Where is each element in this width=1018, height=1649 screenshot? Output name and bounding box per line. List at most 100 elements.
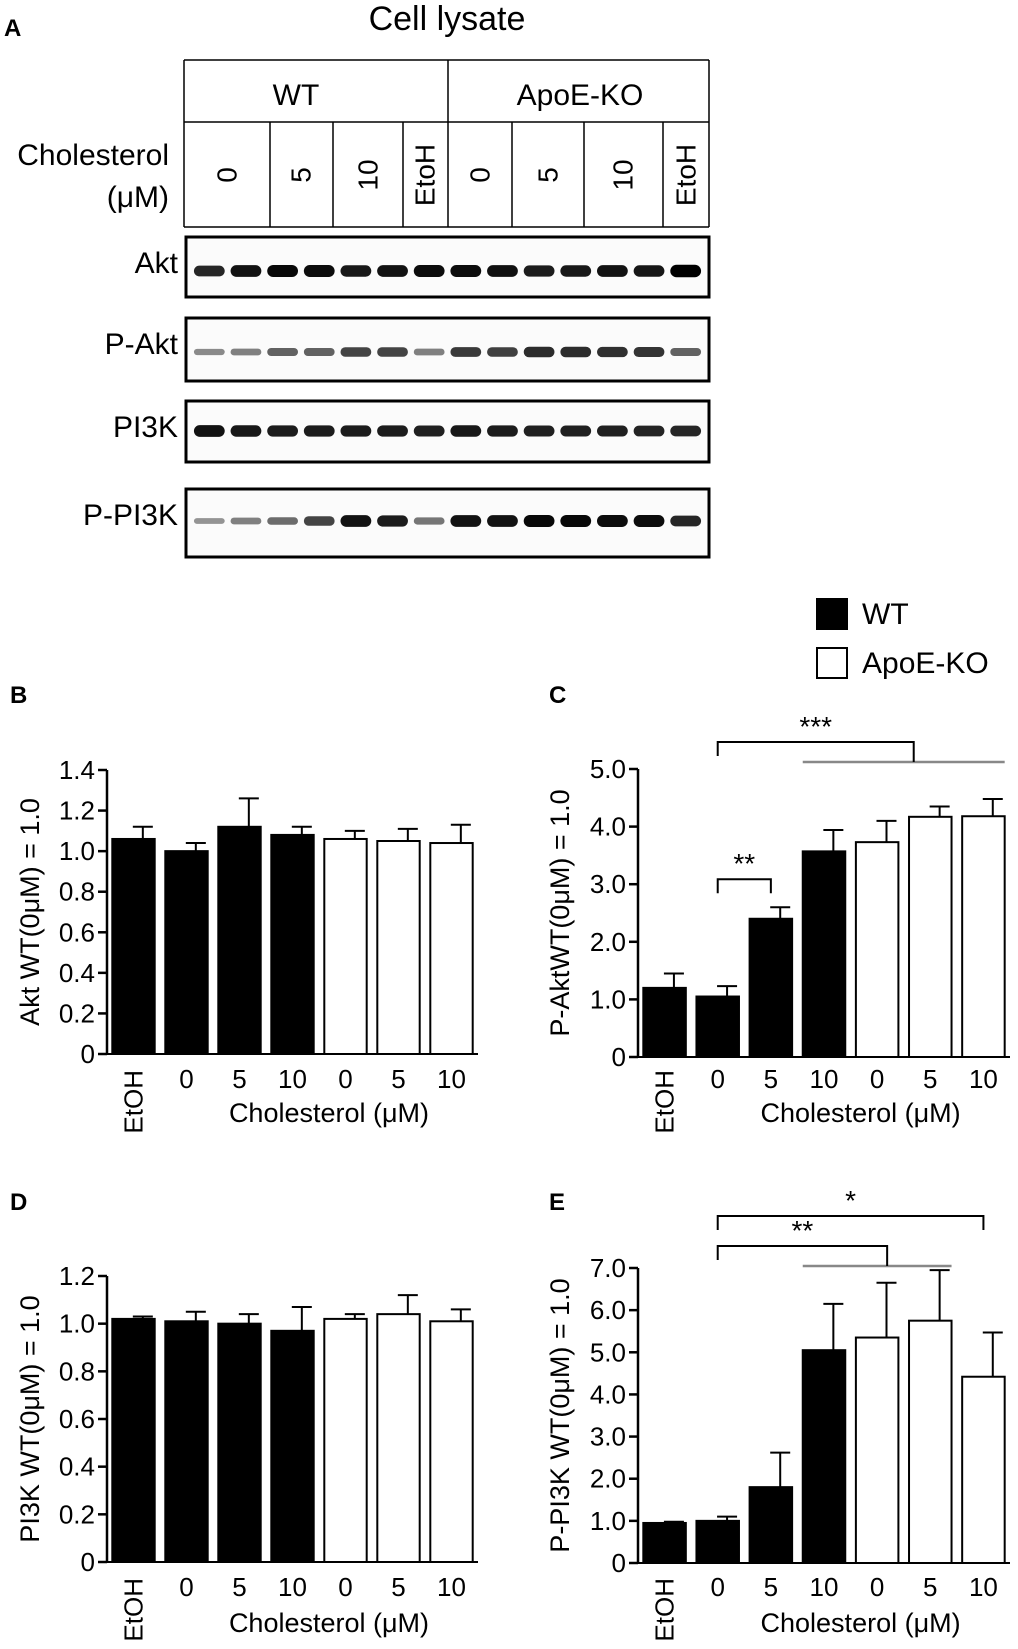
group-label-apoe-ko: ApoE-KO: [517, 79, 644, 112]
blot-band: [303, 347, 335, 357]
bar: [854, 1336, 900, 1565]
x-tick-label: EtOH: [650, 1578, 680, 1642]
blot-band: [670, 515, 702, 527]
blot-band: [267, 517, 298, 525]
x-tick-label: 5: [923, 1064, 937, 1094]
bar: [323, 1317, 368, 1564]
x-tick-label: 10: [810, 1064, 839, 1094]
blot-band: [560, 346, 592, 358]
blot-band: [377, 265, 408, 277]
blot-band: [560, 425, 592, 437]
panel-a-letter: A: [4, 15, 21, 42]
y-tick-label: 1.2: [59, 1261, 95, 1291]
bar: [323, 837, 368, 1055]
y-tick-label: 1.2: [59, 796, 95, 826]
x-tick-label: 5: [232, 1572, 246, 1602]
blot-label: P-Akt: [105, 328, 179, 361]
bar: [429, 1320, 474, 1563]
bar: [164, 850, 209, 1056]
y-tick-label: 6.0: [590, 1295, 626, 1325]
y-tick-label: 0.4: [59, 958, 95, 988]
y-axis-label: PI3K WT(0μM) = 1.0: [15, 1295, 45, 1542]
condition-labels: 0 5 10 EtoH 0 5 10 EtoH: [212, 144, 702, 206]
x-tick-label: 5: [232, 1064, 246, 1094]
blot-band: [230, 348, 262, 356]
blot-band: [340, 347, 372, 357]
x-tick-label: 10: [810, 1572, 839, 1602]
bar: [217, 825, 262, 1055]
x-tick-label: 10: [437, 1064, 466, 1094]
blot-band: [193, 265, 225, 277]
blot-band: [523, 514, 555, 528]
blot-band: [670, 425, 702, 437]
x-axis-label: Cholesterol (μM): [761, 1098, 961, 1128]
y-tick-label: 1.0: [590, 984, 626, 1014]
blot-band: [633, 515, 665, 527]
condition-label: 5: [533, 167, 564, 183]
y-axis-label: Akt WT(0μM) = 1.0: [15, 798, 45, 1026]
panel-a: A Cell lysate WT ApoE-KO Cholesterol (μM…: [4, 0, 711, 559]
blot-band: [267, 347, 298, 357]
x-axis-label: Cholesterol (μM): [229, 1098, 429, 1128]
legend-label-wt: WT: [862, 598, 909, 631]
blot-band: [303, 425, 335, 437]
bar: [642, 1521, 687, 1564]
blot-band: [523, 346, 555, 358]
x-tick-label: 5: [391, 1064, 405, 1094]
x-axis-label: Cholesterol (μM): [761, 1608, 961, 1638]
blot-band: [413, 265, 445, 277]
blot-label: P-PI3K: [83, 499, 178, 532]
blot-band: [377, 515, 408, 527]
x-tick-label: 5: [764, 1064, 778, 1094]
blot-frame: [184, 235, 711, 299]
bar: [961, 1375, 1006, 1564]
x-tick-label: 0: [710, 1572, 724, 1602]
significance-bracket: [716, 741, 915, 762]
blot-band: [597, 515, 628, 527]
bar: [111, 837, 156, 1055]
bar: [748, 1486, 794, 1564]
blot-band: [340, 265, 372, 277]
x-tick-label: 5: [764, 1572, 778, 1602]
significance-label: **: [792, 1215, 814, 1246]
bar: [801, 850, 847, 1058]
y-tick-label: 0.6: [59, 917, 95, 947]
condition-label: 5: [286, 167, 317, 183]
blot-label: PI3K: [113, 411, 178, 444]
bar: [376, 1313, 421, 1563]
significance-label: ***: [799, 711, 832, 742]
group-label-wt: WT: [273, 79, 320, 112]
y-tick-label: 0: [81, 1039, 95, 1069]
bar: [111, 1317, 156, 1564]
bar: [429, 842, 474, 1055]
chart-panel-e: E 0 1.0 2.0 3.0 4.0 5.0 6.0 7.0 P-PI3K WT(0μM) = …: [545, 1185, 1010, 1642]
blot-band: [450, 425, 482, 437]
bar: [695, 1519, 740, 1565]
y-tick-label: 3.0: [590, 1422, 626, 1452]
x-tick-label: 0: [870, 1572, 884, 1602]
y-tick-label: 1.0: [590, 1506, 626, 1536]
blot-band: [633, 265, 665, 277]
blot-label: Akt: [135, 247, 179, 280]
y-tick-label: 5.0: [590, 1337, 626, 1367]
y-axis-label: P-AktWT(0μM) = 1.0: [545, 789, 575, 1036]
y-tick-label: 0: [612, 1042, 626, 1072]
blot-band: [267, 264, 298, 278]
x-tick-label: EtOH: [119, 1578, 149, 1642]
y-tick-label: 0.2: [59, 1499, 95, 1529]
blot-band: [230, 517, 262, 525]
bar: [908, 815, 953, 1058]
x-tick-label: EtOH: [119, 1070, 149, 1134]
y-tick-label: 0.6: [59, 1404, 95, 1434]
bar: [642, 986, 687, 1059]
blot-band: [487, 425, 518, 437]
blot-band: [560, 265, 592, 277]
blot-band: [193, 348, 225, 356]
significance-label: *: [845, 1185, 856, 1216]
y-tick-label: 4.0: [590, 812, 626, 842]
x-tick-label: 0: [710, 1064, 724, 1094]
y-tick-label: 5.0: [590, 754, 626, 784]
condition-label-line2: (μM): [107, 181, 169, 214]
x-tick-label: EtOH: [650, 1070, 680, 1134]
